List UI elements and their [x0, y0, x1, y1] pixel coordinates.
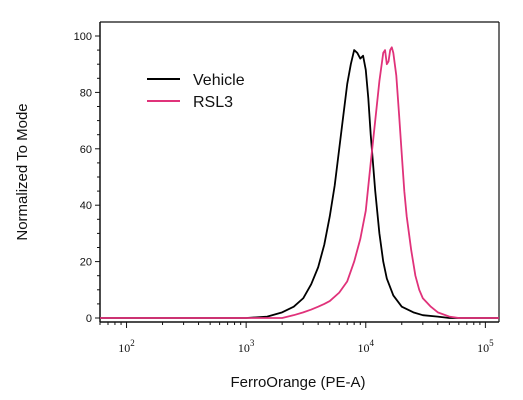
series-layer — [100, 46, 499, 319]
x-axis: 102 103 104 105 — [99, 322, 494, 355]
x-axis-label: FerroOrange (PE-A) — [230, 374, 365, 391]
plot-frame — [99, 21, 500, 323]
y-axis-label: Normalized To Mode — [14, 103, 31, 240]
x-tick-label: 105 — [477, 338, 494, 355]
series-line-vehicle — [100, 49, 499, 319]
y-tick-label: 20 — [80, 257, 92, 269]
x-tick-label: 102 — [118, 338, 135, 355]
series-line-rsl3 — [100, 46, 499, 319]
y-tick-label: 80 — [80, 87, 92, 99]
legend: Vehicle RSL3 — [147, 72, 245, 111]
x-tick-label: 103 — [238, 338, 255, 355]
x-tick-label: 104 — [358, 338, 375, 355]
y-tick-label: 100 — [74, 31, 92, 43]
y-axis: 0 20 40 60 80 100 — [74, 31, 100, 325]
y-tick-label: 40 — [80, 200, 92, 212]
y-tick-label: 0 — [86, 313, 92, 325]
y-tick-label: 60 — [80, 144, 92, 156]
legend-label-rsl3: RSL3 — [193, 94, 233, 111]
legend-label-vehicle: Vehicle — [193, 72, 245, 89]
